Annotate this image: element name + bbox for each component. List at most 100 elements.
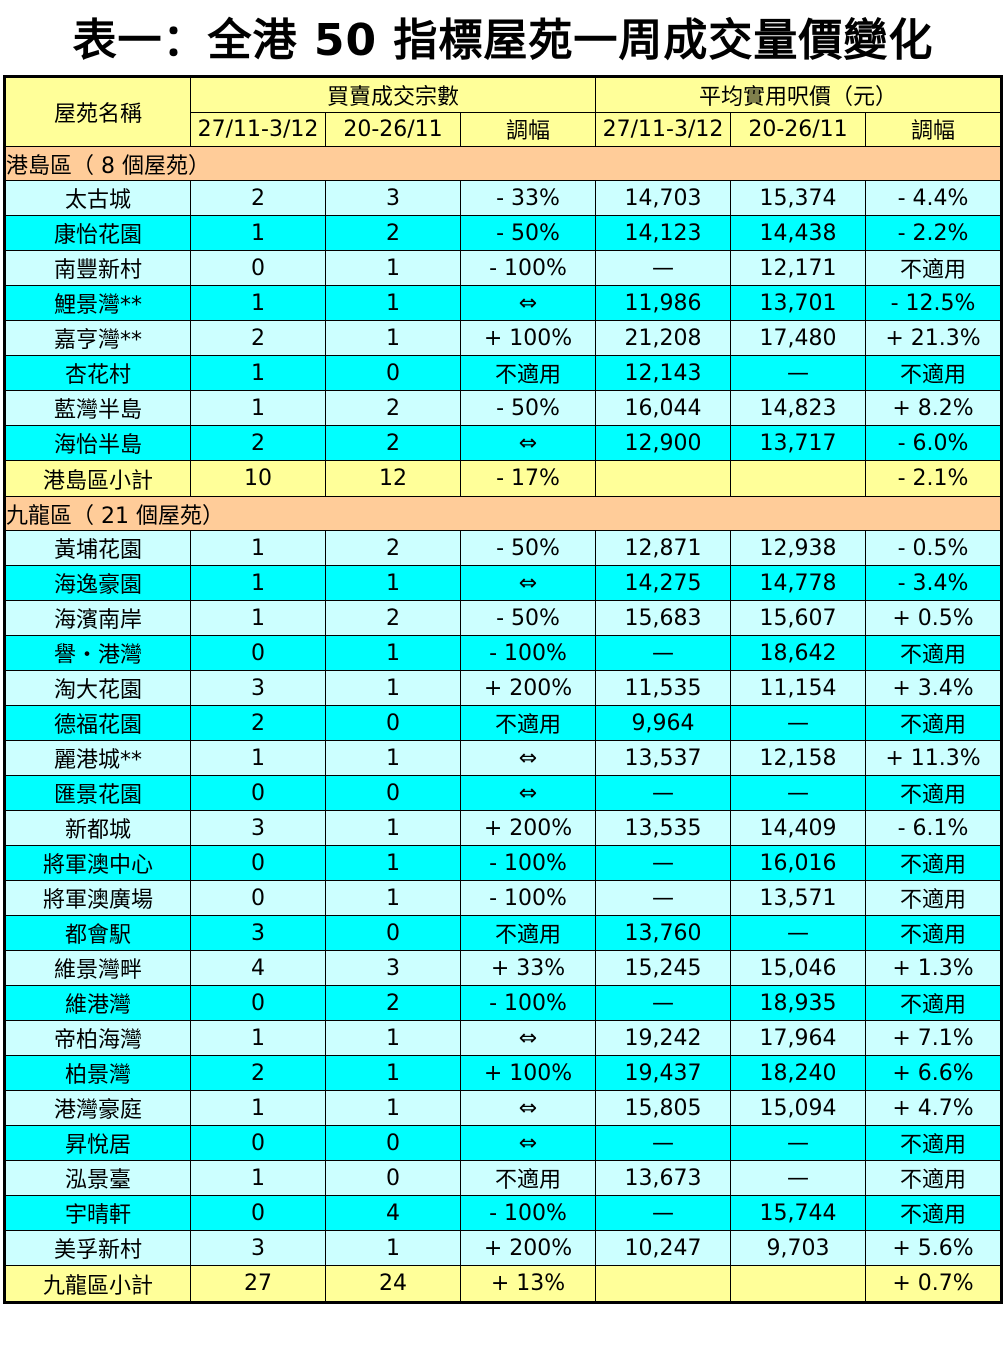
price-this-week-cell: 19,437 (595, 1055, 731, 1091)
price-last-week-cell: 18,240 (730, 1055, 866, 1091)
volume-change-cell: ⇔ (460, 285, 596, 321)
estate-name-cell: 美孚新村 (4, 1230, 191, 1266)
volume-this-week-cell: 3 (190, 1230, 326, 1266)
estate-name-cell: 杏花村 (4, 355, 191, 391)
price-last-week-cell: 13,701 (730, 285, 866, 321)
volume-last-week-cell: 2 (325, 600, 461, 636)
volume-this-week-cell: 0 (190, 1195, 326, 1231)
price-change-cell: 不適用 (865, 250, 1002, 286)
table-row: 宇晴軒 0 4- 100% —15,744 不適用 (4, 1195, 1002, 1231)
estate-name-cell: 德福花園 (4, 705, 191, 741)
volume-last-week-cell: 1 (325, 635, 461, 671)
volume-this-week-cell: 0 (190, 635, 326, 671)
price-this-week-cell: 9,964 (595, 705, 731, 741)
price-change-cell: 不適用 (865, 845, 1002, 881)
volume-change-cell: - 50% (460, 390, 596, 426)
estate-name-cell: 海逸豪園 (4, 565, 191, 601)
volume-change-cell: + 200% (460, 1230, 596, 1266)
price-this-week-cell: 13,673 (595, 1160, 731, 1196)
subtotal-row: 港島區小計 10 12- 17% - 2.1% (4, 460, 1002, 497)
estate-name-cell: 港灣豪庭 (4, 1090, 191, 1126)
price-last-week-cell: 13,571 (730, 880, 866, 916)
price-last-week-cell: 15,094 (730, 1090, 866, 1126)
price-this-week-cell: — (595, 845, 731, 881)
price-change-cell: + 7.1% (865, 1020, 1002, 1056)
table-row: 海怡半島 2 2 ⇔ 12,900 13,717- 6.0% (4, 425, 1002, 461)
price-this-week-cell: 13,760 (595, 915, 731, 951)
table-row: 海濱南岸 1 2- 50% 15,683 15,607 + 0.5% (4, 600, 1002, 636)
volume-this-week-cell: 2 (190, 320, 326, 356)
volume-last-week-cell: 0 (325, 775, 461, 811)
estate-name-cell: 都會駅 (4, 915, 191, 951)
volume-change-cell: - 100% (460, 1195, 596, 1231)
price-change-cell: - 6.0% (865, 425, 1002, 461)
subtotal-volume-last-week-cell: 24 (325, 1265, 461, 1303)
estate-name-cell: 帝柏海灣 (4, 1020, 191, 1056)
region-row: 港島區（ 8 個屋苑） (4, 146, 1002, 181)
volume-last-week-cell: 0 (325, 1125, 461, 1161)
price-change-cell: 不適用 (865, 775, 1002, 811)
volume-change-cell: - 33% (460, 180, 596, 216)
subtotal-volume-last-week-cell: 12 (325, 460, 461, 497)
subtotal-volume-this-week-cell: 10 (190, 460, 326, 497)
estate-name-cell: 淘大花園 (4, 670, 191, 706)
volume-this-week-cell: 0 (190, 880, 326, 916)
estate-name-cell: 泓景臺 (4, 1160, 191, 1196)
price-change-cell: - 12.5% (865, 285, 1002, 321)
table-row: 麗港城** 1 1 ⇔ 13,537 12,158 + 11.3% (4, 740, 1002, 776)
subtotal-price-this-week-cell (595, 1265, 731, 1303)
volume-this-week-cell: 1 (190, 530, 326, 566)
volume-this-week-cell: 2 (190, 425, 326, 461)
price-change-cell: - 6.1% (865, 810, 1002, 846)
price-last-week-cell: 11,154 (730, 670, 866, 706)
subtotal-row: 九龍區小計 27 24 + 13% + 0.7% (4, 1265, 1002, 1303)
estate-name-cell: 昇悅居 (4, 1125, 191, 1161)
volume-change-cell: - 100% (460, 985, 596, 1021)
price-last-week-cell: 18,935 (730, 985, 866, 1021)
volume-this-week-cell: 1 (190, 600, 326, 636)
price-last-week-cell: 12,171 (730, 250, 866, 286)
header-row-2: 27/11-3/12 20-26/11 調幅 27/11-3/12 20-26/… (5, 111, 1002, 147)
table-row: 太古城 2 3- 33% 14,703 15,374- 4.4% (4, 180, 1002, 216)
volume-last-week-cell: 1 (325, 740, 461, 776)
volume-last-week-cell: 1 (325, 810, 461, 846)
price-change-cell: + 3.4% (865, 670, 1002, 706)
table-row: 海逸豪園 1 1 ⇔ 14,275 14,778- 3.4% (4, 565, 1002, 601)
price-this-week-cell: 11,535 (595, 670, 731, 706)
price-last-week-cell: — (730, 915, 866, 951)
estate-name-cell: 康怡花園 (4, 215, 191, 251)
table-row: 港灣豪庭 1 1 ⇔ 15,805 15,094 + 4.7% (4, 1090, 1002, 1126)
price-last-week-cell: 15,744 (730, 1195, 866, 1231)
price-change-cell: 不適用 (865, 915, 1002, 951)
volume-last-week-cell: 1 (325, 565, 461, 601)
volume-change-cell: 不適用 (460, 355, 596, 391)
price-last-week-cell: 14,438 (730, 215, 866, 251)
price-change-cell: + 1.3% (865, 950, 1002, 986)
volume-this-week-cell: 1 (190, 215, 326, 251)
volume-last-week-cell: 2 (325, 215, 461, 251)
price-this-week-cell: 11,986 (595, 285, 731, 321)
page-title: 表一：全港 50 指標屋苑一周成交量價變化 (72, 15, 934, 66)
price-last-week-cell: 9,703 (730, 1230, 866, 1266)
volume-change-cell: ⇔ (460, 565, 596, 601)
subtotal-volume-this-week-cell: 27 (190, 1265, 326, 1303)
price-this-week-cell: — (595, 775, 731, 811)
subtotal-price-last-week-cell (730, 1265, 866, 1303)
table-row: 鯉景灣** 1 1 ⇔ 11,986 13,701- 12.5% (4, 285, 1002, 321)
price-this-week-cell: 12,871 (595, 530, 731, 566)
price-this-week-cell: — (595, 635, 731, 671)
volume-this-week-cell: 1 (190, 1160, 326, 1196)
header-price-this-week: 27/11-3/12 (595, 111, 731, 147)
region-row: 九龍區（ 21 個屋苑） (4, 496, 1002, 531)
estate-name-cell: 柏景灣 (4, 1055, 191, 1091)
transactions-table: 屋苑名稱 買賣成交宗數 平均實用呎價（元） 27/11-3/12 20-26/1… (3, 75, 1003, 1304)
volume-this-week-cell: 2 (190, 705, 326, 741)
price-this-week-cell: 12,143 (595, 355, 731, 391)
volume-last-week-cell: 2 (325, 390, 461, 426)
volume-last-week-cell: 1 (325, 845, 461, 881)
estate-name-cell: 維景灣畔 (4, 950, 191, 986)
volume-last-week-cell: 1 (325, 1230, 461, 1266)
volume-this-week-cell: 3 (190, 810, 326, 846)
table-row: 新都城 3 1 + 200% 13,535 14,409- 6.1% (4, 810, 1002, 846)
price-this-week-cell: 16,044 (595, 390, 731, 426)
